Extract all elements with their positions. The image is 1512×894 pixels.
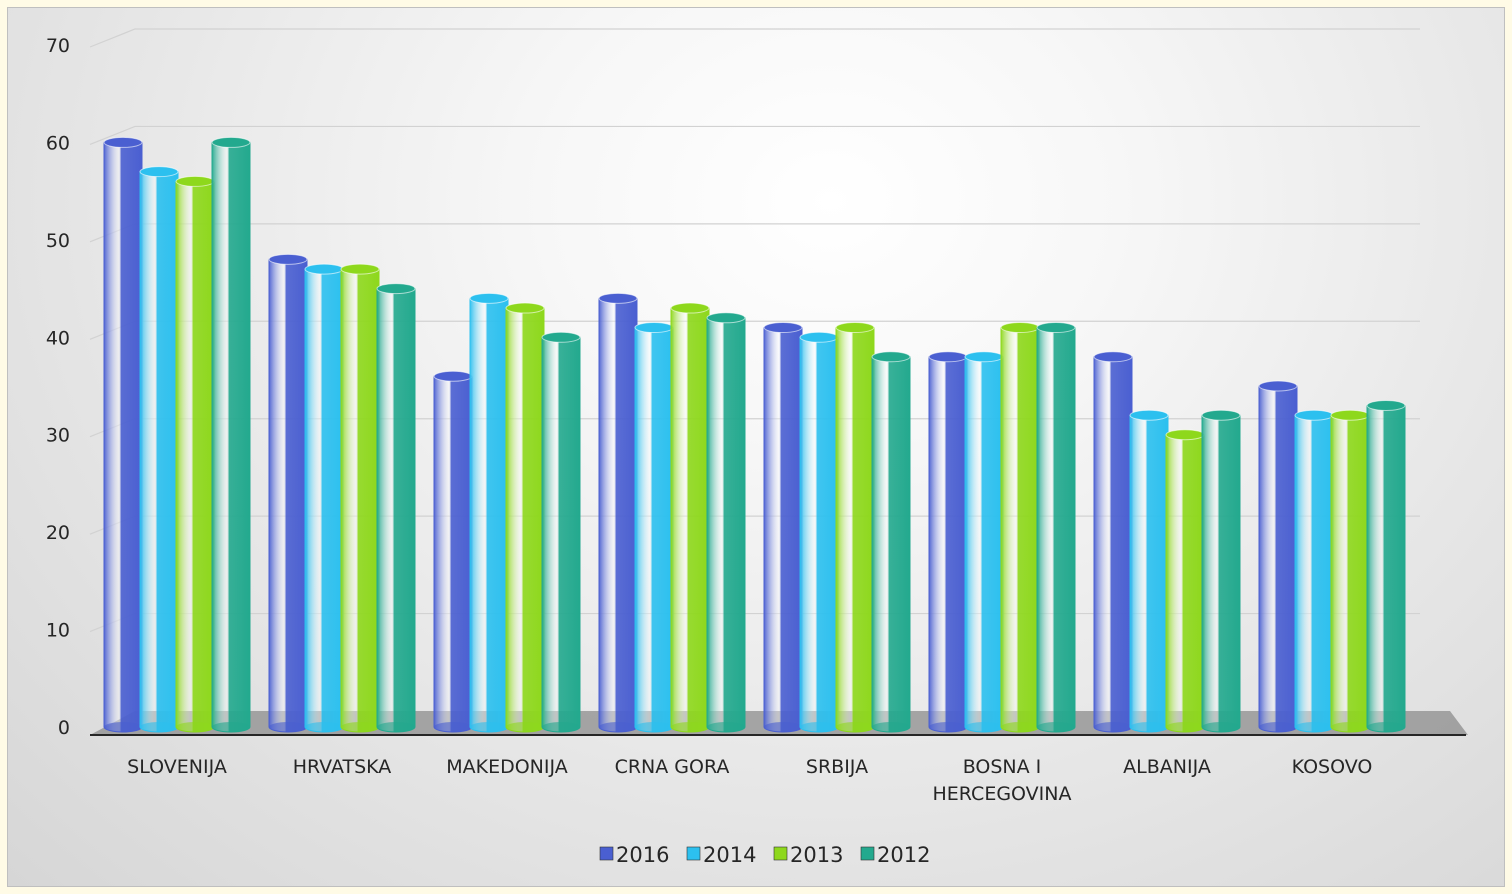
- legend-label: 2012: [877, 843, 930, 867]
- bar: [598, 292, 638, 733]
- legend-swatch: [860, 846, 875, 861]
- bar: [1165, 429, 1205, 733]
- bar: [340, 263, 380, 733]
- bar: [433, 370, 473, 733]
- chart-area: [7, 7, 1505, 887]
- legend-swatch: [773, 846, 788, 861]
- bar: [706, 312, 746, 733]
- bar: [103, 136, 143, 733]
- legend-swatch: [686, 846, 701, 861]
- legend-item: 2016: [599, 843, 669, 867]
- bar: [835, 322, 875, 733]
- bar: [211, 136, 251, 733]
- y-tick-label: 10: [46, 620, 70, 642]
- bar: [634, 322, 674, 733]
- legend-item: 2012: [860, 843, 930, 867]
- x-axis: SLOVENIJA HRVATSKA MAKEDONIJA CRNA GORA SRBI…: [127, 756, 1372, 805]
- bar: [1330, 409, 1370, 733]
- bar: [505, 302, 545, 733]
- bar: [304, 263, 344, 733]
- legend: 2016 2014 2013 2012: [599, 843, 930, 867]
- x-tick-label: CRNA GORA: [615, 756, 730, 778]
- bar: [175, 175, 215, 733]
- legend-label: 2016: [616, 843, 669, 867]
- bar: [964, 351, 1004, 733]
- bar: [541, 331, 581, 733]
- bar: [139, 166, 179, 733]
- bar: [1036, 322, 1076, 733]
- x-tick-label: SRBIJA: [806, 756, 868, 778]
- bar: [1201, 409, 1241, 733]
- y-tick-label: 0: [58, 717, 70, 739]
- bar: [670, 302, 710, 733]
- y-tick-label: 20: [46, 522, 70, 544]
- bars: [103, 136, 1406, 733]
- legend-label: 2013: [790, 843, 843, 867]
- bar: [376, 283, 416, 733]
- legend-item: 2013: [773, 843, 843, 867]
- x-tick-label: BOSNA I HERCEGOVINA: [933, 756, 1072, 805]
- legend-item: 2014: [686, 843, 756, 867]
- bar: [763, 322, 803, 733]
- legend-swatch: [599, 846, 614, 861]
- bar: [469, 292, 509, 733]
- bar: [1258, 380, 1298, 733]
- x-tick-label: HRVATSKA: [293, 756, 392, 778]
- bar: [871, 351, 911, 733]
- y-tick-label: 70: [46, 35, 70, 57]
- bar: [1294, 409, 1334, 733]
- gridline: [89, 223, 1420, 243]
- y-tick-label: 50: [46, 230, 70, 252]
- y-tick-label: 30: [46, 425, 70, 447]
- y-tick-label: 60: [46, 132, 70, 154]
- bar: [1093, 351, 1133, 733]
- gridline: [89, 28, 1420, 48]
- bar: [268, 253, 308, 733]
- bar: [928, 351, 968, 733]
- x-tick-label: ALBANIJA: [1123, 756, 1211, 778]
- y-tick-label: 40: [46, 327, 70, 349]
- x-tick-label: MAKEDONIJA: [446, 756, 568, 778]
- bar: [1366, 399, 1406, 733]
- bar: [1000, 322, 1040, 733]
- x-tick-label: SLOVENIJA: [127, 756, 227, 778]
- y-axis: 0 10 20 30 40 50 60 70: [46, 35, 70, 739]
- legend-label: 2014: [703, 843, 756, 867]
- gridline: [89, 125, 1420, 145]
- bar: [1129, 409, 1169, 733]
- bar: [799, 331, 839, 733]
- x-tick-label: KOSOVO: [1292, 756, 1373, 778]
